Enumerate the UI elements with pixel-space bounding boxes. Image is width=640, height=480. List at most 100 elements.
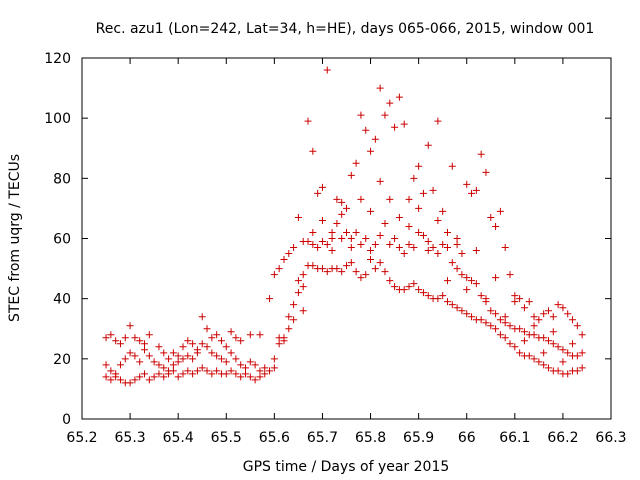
data-point xyxy=(400,286,408,294)
data-point xyxy=(328,247,336,255)
y-tick-label: 20 xyxy=(53,352,71,368)
data-point xyxy=(352,159,360,167)
data-point xyxy=(160,349,168,357)
data-point xyxy=(434,295,442,303)
data-point xyxy=(256,331,264,339)
data-point xyxy=(232,370,240,378)
x-tick-label: 66.3 xyxy=(595,430,626,446)
data-point xyxy=(415,228,423,236)
data-point xyxy=(184,352,192,360)
data-point xyxy=(472,186,480,194)
data-point xyxy=(251,376,259,384)
data-point xyxy=(544,337,552,345)
data-point xyxy=(102,361,110,369)
data-point xyxy=(179,343,187,351)
data-point xyxy=(155,370,163,378)
data-point xyxy=(424,141,432,149)
data-point xyxy=(323,241,331,249)
data-point xyxy=(424,247,432,255)
data-point xyxy=(439,241,447,249)
data-point xyxy=(208,334,216,342)
data-point xyxy=(381,219,389,227)
y-tick-label: 0 xyxy=(62,412,71,428)
data-point xyxy=(376,84,384,92)
data-point xyxy=(415,204,423,212)
data-point xyxy=(270,364,278,372)
data-point xyxy=(386,99,394,107)
data-point xyxy=(338,210,346,218)
data-point xyxy=(165,370,173,378)
data-point xyxy=(362,126,370,134)
data-point xyxy=(193,349,201,357)
data-point xyxy=(347,235,355,242)
data-point xyxy=(352,228,360,236)
data-point xyxy=(184,367,192,375)
data-point xyxy=(530,331,538,339)
data-point xyxy=(343,204,350,212)
data-point xyxy=(145,352,153,360)
data-point xyxy=(352,268,360,276)
data-point xyxy=(251,361,259,369)
data-point xyxy=(347,259,355,267)
data-point xyxy=(410,174,418,182)
y-axis-label: STEC from uqrg / TECUs xyxy=(7,154,23,322)
data-point xyxy=(285,313,293,321)
data-point xyxy=(540,334,548,342)
data-point xyxy=(131,334,139,342)
data-point xyxy=(530,322,538,330)
y-tick-label: 100 xyxy=(44,111,71,127)
data-point xyxy=(121,334,129,342)
x-tick-label: 66.2 xyxy=(547,430,578,446)
data-point xyxy=(309,241,317,249)
data-point xyxy=(266,295,274,303)
data-point xyxy=(564,370,572,378)
data-point xyxy=(554,367,562,375)
data-point xyxy=(468,313,476,321)
data-point xyxy=(294,289,302,297)
x-axis: 65.2 65.3 65.4 65.5 65.6 65.7 65.8 65.9 66 66.1 66… xyxy=(66,58,627,446)
data-point xyxy=(193,367,201,375)
data-point xyxy=(391,283,399,291)
data-point xyxy=(443,277,451,285)
data-point xyxy=(453,304,461,312)
data-point xyxy=(520,304,528,312)
data-point xyxy=(516,349,524,357)
data-point xyxy=(569,316,577,324)
data-point xyxy=(217,355,225,363)
data-point xyxy=(506,322,514,330)
data-point xyxy=(294,277,302,285)
data-point xyxy=(367,247,375,255)
data-point xyxy=(275,265,283,273)
data-point xyxy=(198,313,206,321)
data-point xyxy=(540,349,548,357)
data-point xyxy=(487,322,495,330)
data-point xyxy=(405,283,413,291)
data-point xyxy=(516,295,524,303)
data-point xyxy=(280,334,288,342)
data-point xyxy=(227,367,235,375)
x-tick-label: 66.1 xyxy=(499,430,530,446)
x-tick-label: 66 xyxy=(458,430,476,446)
data-point xyxy=(535,358,543,366)
data-point xyxy=(131,352,139,360)
data-point xyxy=(391,235,399,242)
data-point xyxy=(400,120,408,128)
data-point xyxy=(496,331,504,339)
data-point xyxy=(573,322,581,330)
data-point xyxy=(511,343,519,351)
data-point xyxy=(237,373,245,381)
data-point xyxy=(448,162,456,170)
data-point xyxy=(506,271,514,279)
data-point xyxy=(367,147,375,155)
data-point xyxy=(564,349,572,357)
data-point xyxy=(237,337,245,345)
data-point xyxy=(419,289,427,297)
data-point xyxy=(136,358,144,366)
data-point xyxy=(506,340,514,348)
data-point xyxy=(246,331,254,339)
data-point xyxy=(121,355,129,363)
x-tick-label: 65.6 xyxy=(259,430,290,446)
data-point xyxy=(155,343,163,351)
data-point xyxy=(477,316,485,324)
data-point xyxy=(290,301,298,309)
